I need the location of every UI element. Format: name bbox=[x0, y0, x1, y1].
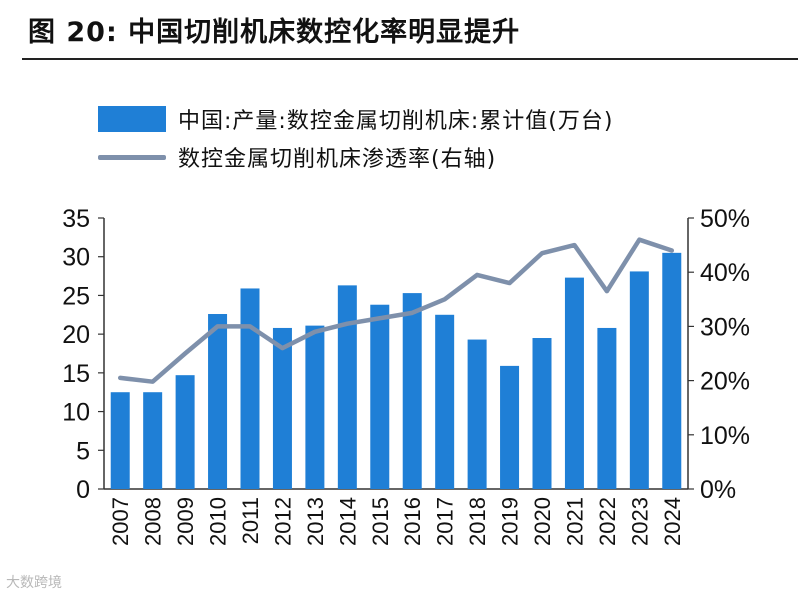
x-tick-label: 2019 bbox=[498, 497, 523, 546]
chart-legend: 中国:产量:数控金属切削机床:累计值(万台) 数控金属切削机床渗透率(右轴) bbox=[98, 100, 613, 176]
x-tick-label: 2011 bbox=[238, 497, 263, 544]
bar bbox=[467, 339, 487, 489]
bar bbox=[597, 327, 617, 489]
legend-item-bar: 中国:产量:数控金属切削机床:累计值(万台) bbox=[98, 100, 613, 138]
bar bbox=[240, 288, 260, 489]
x-tick-label: 2014 bbox=[335, 497, 360, 546]
bar bbox=[435, 314, 455, 489]
x-tick-label: 2021 bbox=[562, 497, 587, 546]
bar bbox=[564, 277, 584, 489]
bar bbox=[532, 338, 552, 489]
y-left-tick-label: 30 bbox=[62, 244, 90, 272]
title-divider bbox=[22, 58, 798, 60]
figure-title: 图 20: 中国切削机床数控化率明显提升 bbox=[28, 17, 521, 48]
x-tick-label: 2008 bbox=[141, 497, 166, 546]
x-tick-label: 2015 bbox=[368, 497, 393, 546]
bar bbox=[175, 375, 195, 489]
legend-swatch-bar bbox=[98, 106, 166, 132]
bar bbox=[143, 392, 163, 489]
y-left-tick-label: 10 bbox=[62, 399, 90, 427]
bar bbox=[662, 252, 682, 489]
x-tick-label: 2017 bbox=[433, 497, 458, 546]
x-tick-label: 2012 bbox=[270, 497, 295, 546]
x-tick-label: 2022 bbox=[595, 497, 620, 546]
legend-label-line: 数控金属切削机床渗透率(右轴) bbox=[178, 147, 497, 172]
y-right-tick-label: 40% bbox=[700, 259, 750, 287]
y-right-tick-label: 20% bbox=[700, 368, 750, 396]
y-right-tick-label: 30% bbox=[700, 313, 750, 341]
bar bbox=[272, 327, 292, 489]
bar bbox=[500, 365, 520, 489]
x-tick-label: 2009 bbox=[173, 497, 198, 546]
legend-item-line: 数控金属切削机床渗透率(右轴) bbox=[98, 138, 613, 176]
y-left-tick-label: 35 bbox=[62, 205, 90, 233]
x-tick-label: 2024 bbox=[660, 497, 685, 546]
y-left-tick-label: 20 bbox=[62, 321, 90, 349]
x-tick-label: 2020 bbox=[530, 497, 555, 546]
y-right-tick-label: 10% bbox=[700, 422, 750, 450]
y-left-tick-label: 25 bbox=[62, 282, 90, 310]
bar bbox=[110, 392, 130, 489]
legend-label-bar: 中国:产量:数控金属切削机床:累计值(万台) bbox=[178, 109, 614, 134]
bar bbox=[629, 271, 649, 489]
bar bbox=[402, 293, 422, 489]
watermark-logo: 大数跨境 bbox=[6, 575, 62, 591]
series-line bbox=[117, 237, 675, 384]
y-left-tick-label: 0 bbox=[76, 476, 90, 504]
y-right-tick-label: 50% bbox=[700, 205, 750, 233]
bar bbox=[305, 325, 325, 489]
x-tick-label: 2007 bbox=[108, 497, 133, 546]
legend-swatch-line bbox=[98, 154, 166, 160]
x-tick-label: 2018 bbox=[465, 497, 490, 546]
x-tick-label: 2023 bbox=[627, 497, 652, 546]
bar bbox=[337, 285, 357, 489]
bar bbox=[370, 304, 390, 489]
x-tick-label: 2013 bbox=[303, 497, 328, 546]
y-left-tick-label: 15 bbox=[62, 360, 90, 388]
x-tick-label: 2010 bbox=[206, 497, 231, 546]
y-left-tick-label: 5 bbox=[76, 437, 90, 465]
x-tick-label: 2016 bbox=[400, 497, 425, 546]
y-right-tick-label: 0% bbox=[700, 476, 736, 504]
bar bbox=[208, 314, 228, 489]
